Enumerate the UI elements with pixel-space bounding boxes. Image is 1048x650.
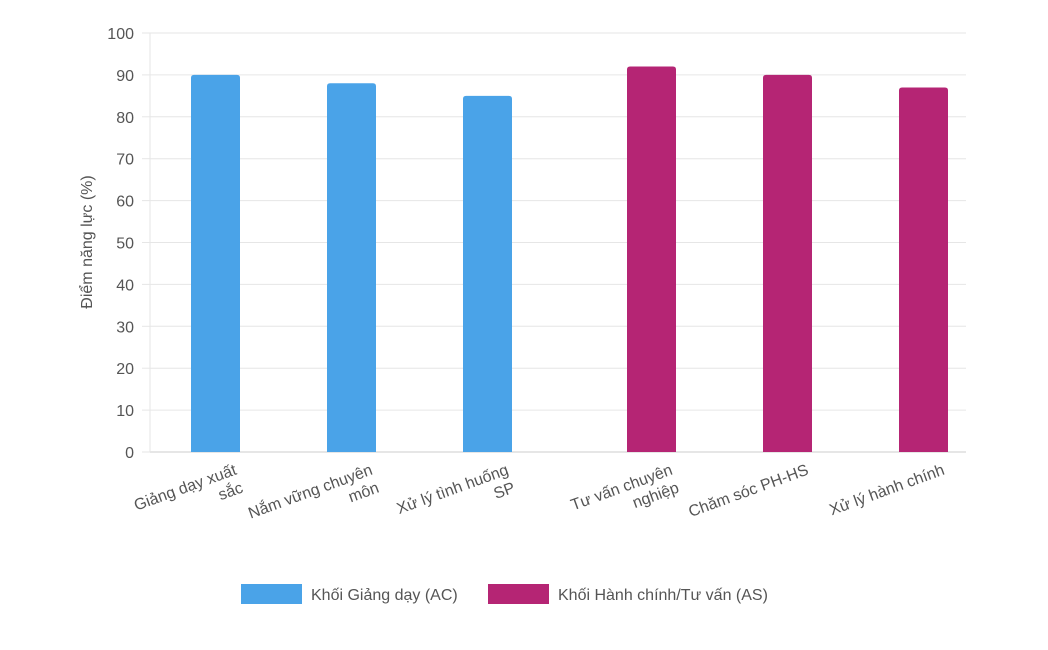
bar bbox=[899, 87, 948, 452]
x-tick-label-line: Chăm sóc PH-HS bbox=[686, 462, 810, 521]
bar bbox=[627, 66, 676, 453]
bar bbox=[463, 95, 512, 452]
x-tick-label-line: SP bbox=[491, 480, 517, 503]
y-tick-label: 0 bbox=[125, 445, 134, 462]
legend-label: Khối Hành chính/Tư vấn (AS) bbox=[558, 587, 768, 604]
bar bbox=[763, 74, 812, 453]
x-tick-label: Xử lý hành chính bbox=[827, 462, 947, 519]
y-axis-title: Điểm năng lực (%) bbox=[78, 175, 96, 308]
y-tick-label: 100 bbox=[107, 26, 134, 43]
bar bbox=[327, 83, 376, 452]
y-tick-label: 30 bbox=[116, 319, 134, 336]
y-axis-ticks: 0 10 20 30 40 50 60 70 80 90 100 bbox=[107, 26, 134, 462]
x-tick-label: Tư vấn chuyênnghiệp bbox=[569, 462, 682, 532]
legend-swatch bbox=[241, 584, 302, 604]
y-tick-label: 90 bbox=[116, 68, 134, 85]
x-tick-label: Nắm vững chuyênmôn bbox=[245, 460, 381, 540]
x-tick-label-line: Xử lý hành chính bbox=[827, 462, 947, 519]
legend: Khối Giảng dạy (AC) Khối Hành chính/Tư vấ… bbox=[241, 584, 768, 604]
x-tick-label: Giảng dạy xuấtsắc bbox=[132, 462, 246, 533]
x-tick-label: Xử lý tình huốngSP bbox=[395, 462, 518, 536]
legend-label: Khối Giảng dạy (AC) bbox=[311, 587, 458, 604]
y-tick-label: 10 bbox=[116, 403, 134, 420]
y-tick-label: 80 bbox=[116, 110, 134, 127]
y-tick-label: 20 bbox=[116, 361, 134, 378]
bar bbox=[191, 74, 240, 453]
x-tick-label: Chăm sóc PH-HS bbox=[686, 462, 810, 521]
y-tick-label: 40 bbox=[116, 277, 134, 294]
legend-swatch bbox=[488, 584, 549, 604]
bars bbox=[191, 66, 948, 453]
y-tick-label: 60 bbox=[116, 194, 134, 211]
grid-lines bbox=[142, 32, 966, 453]
y-tick-label: 70 bbox=[116, 152, 134, 169]
x-axis-labels: Giảng dạy xuấtsắc Nắm vững chuyênmôn Xử lý… bbox=[132, 460, 947, 540]
y-tick-label: 50 bbox=[116, 236, 134, 253]
